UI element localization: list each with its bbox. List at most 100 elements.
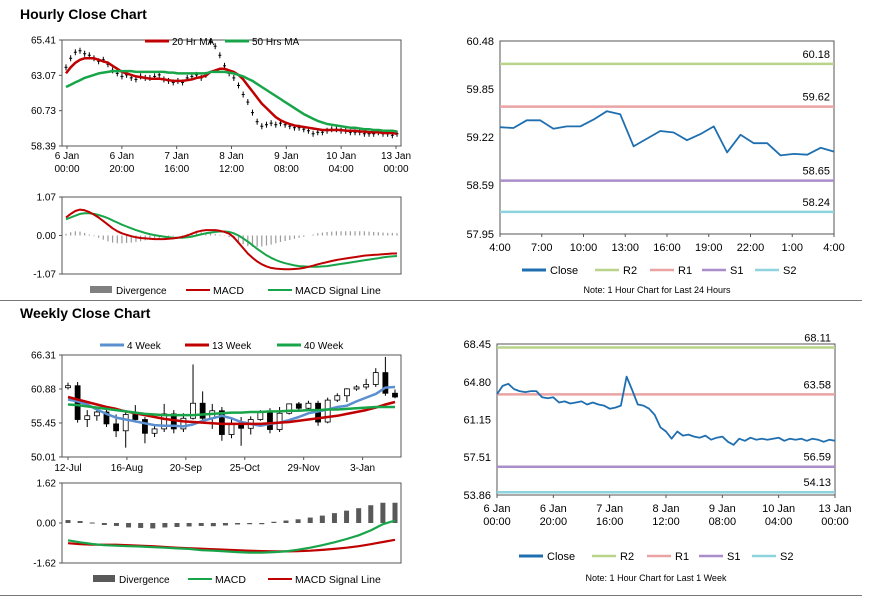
hourly-levels-legend-s2-label: S2 — [783, 265, 796, 277]
hourly-levels-xlabel: 4:00 — [489, 242, 510, 254]
weekly-divergence-bar — [392, 502, 398, 523]
hourly-levels-xlabel: 4:00 — [823, 242, 844, 254]
hourly-levels-ylabel: 59.22 — [466, 132, 494, 144]
hourly-macd-legend-signal-label: MACD Signal Line — [295, 285, 381, 297]
weekly-divergence-bar — [150, 523, 156, 529]
weekly-candle-body — [190, 402, 196, 419]
weekly-levels-xlabel-date: 6 Jan — [484, 503, 511, 515]
hourly-price-xlabel-date: 13 Jan — [381, 151, 411, 162]
hourly-price-xlabel-time: 16:00 — [164, 164, 189, 175]
weekly-divergence-bar — [186, 523, 192, 527]
weekly-divergence-bar — [380, 502, 386, 523]
hourly-macd-legend-divergence-label: Divergence — [116, 286, 167, 297]
weekly-divergence-bar — [138, 523, 144, 528]
hourly-levels-level-label-s1: 58.65 — [802, 166, 830, 178]
weekly-divergence-bar — [113, 523, 119, 526]
weekly-candle-body — [93, 411, 100, 417]
weekly-candle-body — [382, 372, 389, 394]
weekly-levels-frame — [496, 343, 836, 496]
weekly-ma-line-40-week — [67, 403, 395, 417]
weekly-candle-body — [151, 428, 158, 434]
weekly-levels-xlabel-time: 12:00 — [652, 516, 680, 528]
weekly-divergence-bar — [198, 523, 204, 526]
hourly-levels-ylabel: 58.59 — [466, 180, 494, 192]
weekly-divergence-bar — [235, 523, 241, 525]
weekly-candle-body — [286, 403, 293, 414]
weekly-price-xlabel: 16-Aug — [111, 463, 143, 474]
weekly-candle-body — [84, 415, 91, 420]
weekly-candle-body — [344, 388, 350, 397]
weekly-candle-body — [113, 423, 119, 432]
hourly-price-xlabel-time: 12:00 — [219, 164, 244, 175]
weekly-candle-body — [267, 410, 273, 430]
weekly-levels-legend-s2-label: S2 — [780, 551, 793, 563]
hourly-levels-xlabel: 10:00 — [570, 242, 598, 254]
weekly-levels-ylabel: 68.45 — [463, 339, 491, 351]
weekly-candle-body — [334, 395, 341, 401]
weekly-price-xlabel: 25-Oct — [230, 463, 260, 474]
weekly-price-xlabel: 12-Jul — [54, 463, 81, 474]
hourly-price-ytick-label: 60.73 — [31, 106, 56, 117]
weekly-candle-body — [305, 402, 312, 409]
weekly-divergence-bar — [283, 520, 289, 523]
weekly-levels-xlabel-time: 20:00 — [540, 516, 568, 528]
hourly-price-xlabel-date: 10 Jan — [326, 151, 356, 162]
weekly-candle-body — [199, 402, 206, 419]
weekly-candle-body — [122, 414, 129, 432]
weekly-levels-xlabel-date: 8 Jan — [653, 503, 680, 515]
hourly-macd-ytick-label: 0.00 — [37, 231, 57, 242]
hourly-price-xlabel-time: 08:00 — [274, 164, 299, 175]
weekly-levels-legend-close-label: Close — [547, 551, 575, 563]
hourly-price-ytick-label: 63.07 — [31, 71, 56, 82]
weekly-divergence-bar — [174, 523, 180, 527]
hourly-price-legend-20hr-label: 20 Hr MA — [172, 37, 215, 48]
weekly-levels-level-label-s1: 56.59 — [803, 452, 831, 464]
hourly-price-xlabel-time: 04:00 — [329, 164, 354, 175]
weekly-levels-xlabel-date: 10 Jan — [762, 503, 795, 515]
weekly-candle-body — [353, 386, 360, 390]
weekly-levels-level-label-r1: 63.58 — [803, 379, 831, 391]
weekly-levels-ylabel: 57.51 — [463, 452, 491, 464]
weekly-levels-ylabel: 64.80 — [463, 377, 491, 389]
weekly-levels-xlabel-time: 08:00 — [709, 516, 737, 528]
weekly-levels-xlabel-date: 6 Jan — [540, 503, 567, 515]
hourly-price-legend-50hr-label: 50 Hrs MA — [252, 37, 300, 48]
weekly-levels-ylabel: 61.15 — [463, 415, 491, 427]
weekly-price-ytick-label: 55.45 — [31, 418, 56, 429]
weekly-macd-ytick-label: -1.62 — [33, 559, 56, 570]
weekly-macd-legend-macd-label: MACD — [215, 574, 246, 586]
weekly-levels-level-label-r2: 68.11 — [804, 333, 831, 345]
weekly-candle-body — [295, 403, 302, 409]
weekly-price-xlabel: 29-Nov — [288, 463, 320, 474]
weekly-divergence-bar — [101, 523, 107, 525]
hourly-levels-legend-r2-label: R2 — [623, 265, 637, 277]
weekly-ma-line-4-week — [67, 385, 396, 428]
hourly-price-xlabel-date: 6 Jan — [110, 151, 134, 162]
weekly-price-xlabel: 20-Sep — [170, 463, 203, 474]
hourly-price-xlabel-date: 9 Jan — [274, 151, 298, 162]
hourly-levels-ylabel: 60.48 — [466, 36, 494, 48]
hourly-levels-legend-close-label: Close — [550, 265, 578, 277]
weekly-divergence-bar — [295, 519, 301, 523]
weekly-price-legend-4wk-label: 4 Week — [127, 341, 162, 352]
hourly-ma-line-50-hrs-ma — [65, 69, 398, 133]
hourly-levels-legend-r1-label: R1 — [678, 265, 692, 277]
hourly-levels-legend-s1-label: S1 — [730, 265, 743, 277]
weekly-levels-xlabel-time: 00:00 — [821, 516, 849, 528]
weekly-levels-close-line — [496, 375, 836, 446]
weekly-macd-legend-divergence-label: Divergence — [119, 575, 170, 586]
hourly-section-title: Hourly Close Chart — [20, 6, 147, 22]
weekly-candle-body — [132, 414, 139, 420]
hourly-price-xlabel-time: 20:00 — [109, 164, 134, 175]
weekly-levels-legend-s1-label: S1 — [727, 551, 740, 563]
hourly-levels-xlabel: 19:00 — [695, 242, 723, 254]
hourly-macd-legend-macd-label: MACD — [213, 285, 244, 297]
weekly-section-title: Weekly Close Chart — [20, 305, 151, 321]
weekly-levels-xlabel-time: 00:00 — [483, 516, 511, 528]
weekly-price-xlabel: 3-Jan — [350, 463, 375, 474]
weekly-levels-level-label-s2: 54.13 — [803, 477, 831, 489]
weekly-levels-note: Note: 1 Hour Chart for Last 1 Week — [586, 573, 727, 583]
hourly-levels-ylabel: 57.95 — [466, 229, 494, 241]
weekly-divergence-bar — [222, 523, 228, 526]
